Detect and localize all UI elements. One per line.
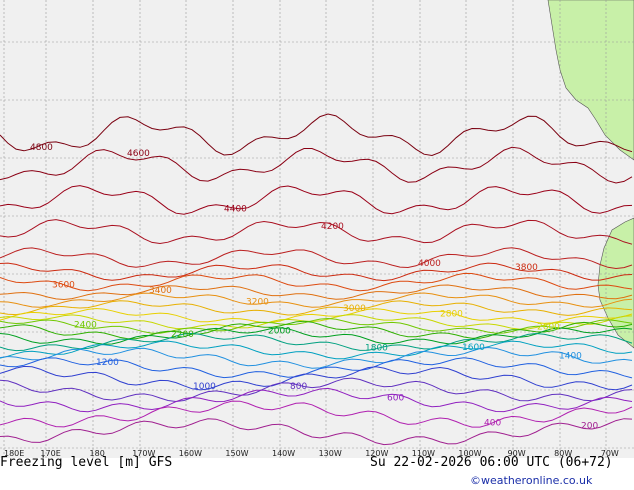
contour-label: 3800 <box>515 263 538 273</box>
lon-tick-label: 180E <box>4 449 24 458</box>
lon-tick-label: 180 <box>90 449 105 458</box>
contour-line <box>0 113 633 157</box>
contour-label: 1800 <box>365 344 388 354</box>
contour-labels: 4800 4600 4400 4200 4000 3800 3600 3400 3200 3000… <box>30 143 598 431</box>
land-south-america-north <box>547 0 634 161</box>
contour-label: 2800 <box>440 310 463 320</box>
ocean-area <box>0 0 634 458</box>
contour-line <box>0 357 633 379</box>
contour-label: 1000 <box>193 382 216 392</box>
map-title: Freezing level [m] GFS <box>0 455 172 470</box>
lon-tick-label: 160W <box>179 449 202 458</box>
contour-line <box>0 146 633 184</box>
lon-tick-label: 140W <box>272 449 295 458</box>
contour-label: 3000 <box>343 304 366 314</box>
lon-tick-label: 100W <box>458 449 481 458</box>
contour-label: 600 <box>387 393 404 403</box>
lon-tick-label: 70W <box>601 449 619 458</box>
contour-line <box>0 332 633 352</box>
contour-line <box>0 400 633 428</box>
contour-label: 1400 <box>559 352 582 362</box>
contour-line <box>0 300 633 316</box>
contour-line <box>0 262 633 282</box>
contour-label: 4400 <box>224 205 247 215</box>
contour-label: 1200 <box>96 358 119 368</box>
contour-label: 3600 <box>52 280 75 290</box>
contour-line <box>0 365 633 391</box>
contour-line <box>0 272 633 292</box>
credit-text[interactable]: ©weatheronline.co.uk <box>470 474 593 487</box>
valid-time: Su 22-02-2026 06:00 UTC (06+72) <box>370 455 613 470</box>
contour-label: 2600 <box>537 322 560 332</box>
contour-label: 4600 <box>127 149 150 159</box>
contour-line <box>0 292 633 308</box>
contour-line <box>0 320 633 340</box>
contour-line <box>0 247 633 270</box>
contour-line <box>0 307 633 324</box>
lon-tick-label: 170E <box>40 449 60 458</box>
footer-strip <box>0 458 634 490</box>
contour-label: 1600 <box>462 343 485 353</box>
lon-tick-label: 80W <box>554 449 572 458</box>
contour-label: 3400 <box>149 286 172 296</box>
lon-tick-label: 170W <box>132 449 155 458</box>
contour-line <box>0 418 633 446</box>
lon-tick-label: 150W <box>225 449 248 458</box>
contour-line <box>0 387 633 413</box>
contour-label: 4800 <box>30 143 53 153</box>
contour-label: 200 <box>581 421 598 431</box>
contour-line <box>0 317 633 334</box>
land-south-america-south <box>597 217 634 349</box>
contour-lines <box>0 113 633 446</box>
contour-label: 2200 <box>171 330 194 340</box>
contour-line <box>0 284 633 301</box>
contour-line <box>0 219 633 245</box>
contour-label: 3200 <box>246 297 269 307</box>
contour-line <box>0 185 633 215</box>
lon-tick-label: 110W <box>412 449 435 458</box>
longitude-ticks: 180E 170E 180 170W 160W 150W 140W 130W 120W 110W 1… <box>4 449 619 458</box>
contour-line <box>0 346 633 369</box>
contour-line <box>0 377 633 403</box>
lon-tick-label: 90W <box>508 449 526 458</box>
lon-tick-label: 120W <box>365 449 388 458</box>
contour-label: 800 <box>290 382 307 392</box>
contour-label: 4200 <box>321 222 344 232</box>
contour-label: 4000 <box>418 259 441 269</box>
contour-line <box>0 314 633 330</box>
lon-tick-label: 130W <box>319 449 342 458</box>
contour-label: 2400 <box>74 321 97 331</box>
contour-label: 2000 <box>268 326 291 336</box>
contour-label: 400 <box>484 419 501 429</box>
contour-line <box>0 327 633 345</box>
contour-line <box>0 340 633 360</box>
